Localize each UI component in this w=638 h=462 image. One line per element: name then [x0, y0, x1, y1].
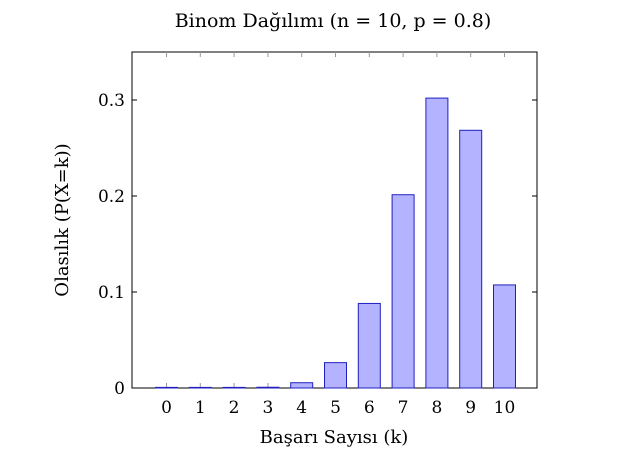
- y-tick-label: 0.3: [98, 91, 125, 111]
- x-tick-label: 5: [330, 398, 341, 418]
- bar-1: [188, 386, 212, 389]
- bar-0: [155, 386, 178, 389]
- bar-10: [493, 284, 516, 389]
- x-axis: 0 1 2 3 4 5 6 7 8 9 10: [161, 52, 515, 418]
- y-tick-label: 0.1: [98, 283, 125, 303]
- y-axis-label: Olasılık (P(X=k)): [52, 143, 73, 296]
- bar-9: [459, 129, 483, 389]
- x-tick-label: 10: [494, 398, 516, 418]
- bar-3: [256, 386, 280, 389]
- bars: [155, 97, 516, 389]
- x-tick-label: 2: [229, 398, 240, 418]
- x-tick-label: 7: [398, 398, 409, 418]
- bar-7: [391, 194, 415, 389]
- x-tick-label: 4: [296, 398, 307, 418]
- x-tick-label: 1: [195, 398, 206, 418]
- y-axis: 0 0.1 0.2 0.3: [98, 91, 537, 399]
- bar-4: [290, 382, 314, 389]
- x-tick-label: 8: [431, 398, 442, 418]
- y-tick-label: 0.2: [98, 187, 125, 207]
- bar-6: [357, 302, 381, 389]
- x-tick-label: 6: [364, 398, 375, 418]
- x-tick-label: 9: [465, 398, 476, 418]
- x-axis-label: Başarı Sayısı (k): [260, 427, 409, 448]
- bar-8: [425, 97, 449, 389]
- y-tick-label: 0: [114, 379, 125, 399]
- bar-5: [324, 362, 347, 389]
- x-tick-label: 3: [262, 398, 273, 418]
- chart-title: Binom Dağılımı (n = 10, p = 0.8): [175, 10, 492, 32]
- bar-2: [222, 386, 246, 389]
- x-tick-label: 0: [161, 398, 172, 418]
